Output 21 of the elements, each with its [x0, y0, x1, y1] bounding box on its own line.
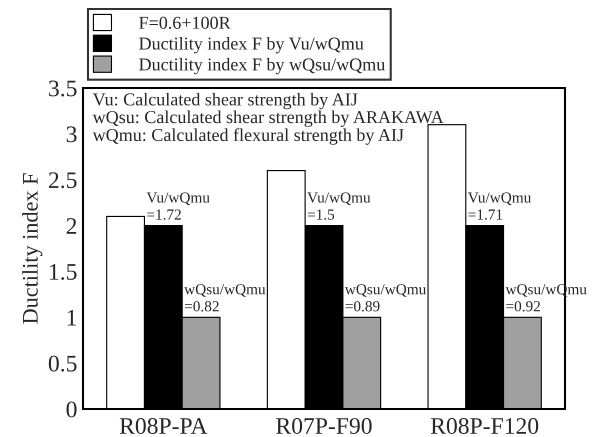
y-tick-label: 0 [66, 401, 77, 418]
y-tick-label: 1.5 [50, 264, 77, 280]
y-tick-label: 2 [66, 218, 76, 234]
annotation: Vu/wQmu =1.71 [468, 192, 532, 220]
x-tick-label: R07P-F90 [276, 418, 372, 434]
y-tick-label: 0.5 [48, 356, 77, 372]
y-tick-label: 2.5 [48, 172, 77, 188]
y-axis-title: Ductility index F [22, 173, 42, 324]
legend-label: Ductility index F by Vu/wQmu [139, 36, 364, 54]
legend-label: Ductility index F by wQsu/wQmu [139, 58, 386, 74]
y-tick-label: 3 [66, 126, 77, 142]
annotation: Vu/wQmu =1.5 [307, 192, 370, 220]
annotation: wQsu/wQmu =0.89 [344, 284, 426, 312]
y-tick-label: 3.5 [49, 80, 77, 97]
legend-label: F=0.6+100R [139, 16, 231, 29]
x-tick-label: R08P-PA [120, 418, 208, 434]
annotation: wQsu/wQmu =0.82 [184, 284, 266, 312]
annotation: Vu/wQmu =1.72 [146, 192, 210, 220]
x-tick-label: R08P-F120 [430, 418, 538, 434]
annotation: Vu: Calculated shear strength by AIJ wQsu: Calculated shear strength by ARAKAWA wQmu: Calculated flexural strength by AIJ [92, 92, 444, 145]
y-tick-label: 1 [68, 310, 76, 326]
